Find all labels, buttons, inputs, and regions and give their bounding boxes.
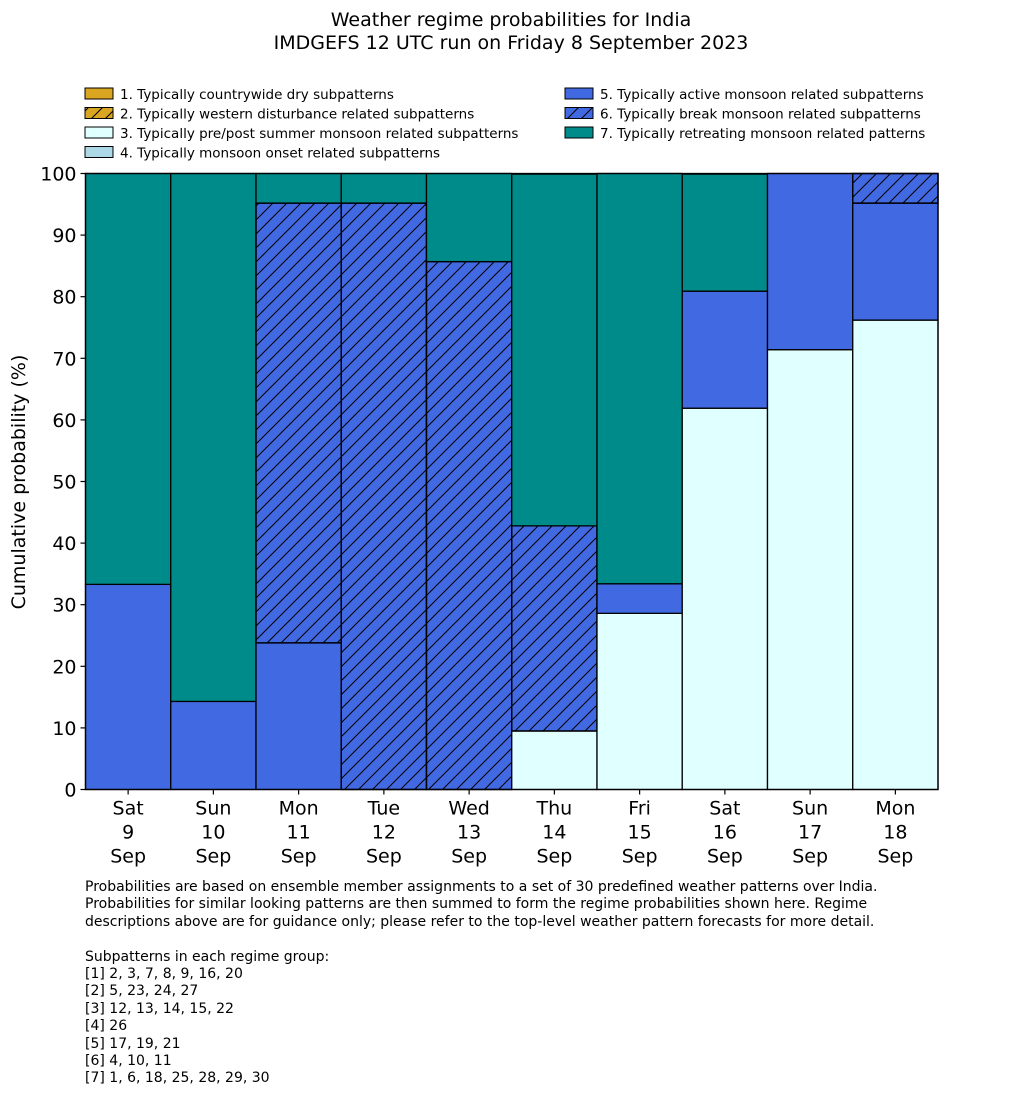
regime-probability-chart: Weather regime probabilities for India I… [8,9,939,868]
x-tick-label: Sat 16 Sep [707,798,743,868]
bar-segment-hatch [255,202,342,644]
legend-swatch [84,87,114,100]
bars [84,172,939,791]
legend-swatch [564,87,594,100]
x-tick-label: Sun 17 Sep [792,798,828,868]
group-line-5: [5] 17, 19, 21 [85,1035,181,1052]
bar-segment [766,172,854,351]
bar-segment [596,583,683,614]
legend-swatch [84,126,114,139]
y-tick-label: 10 [52,718,76,740]
y-tick-label: 0 [64,780,76,802]
legend-swatch-hatch [84,107,114,119]
x-tick-label: Wed 13 Sep [448,798,489,868]
y-axis: 0 10 20 30 40 50 60 70 80 90 100 [40,164,86,802]
bar-segment-hatch [425,260,513,791]
x-tick-label: Sun 10 Sep [195,798,231,868]
y-tick-label: 30 [52,595,76,617]
bar-segment-hatch [340,202,428,791]
legend-swatch [84,146,114,158]
bar-segment [170,700,257,791]
bar-segment [511,173,598,527]
groups-heading: Subpatterns in each regime group: [85,948,330,965]
group-line-7: [7] 1, 6, 18, 25, 28, 29, 30 [85,1070,270,1087]
group-line-1: [1] 2, 3, 7, 8, 9, 16, 20 [85,966,243,983]
bar-segment [852,319,939,791]
legend-label: 2. Typically western disturbance related… [120,107,474,123]
notes-block: Probabilities are based on ensemble memb… [85,879,877,1088]
bar-segment [340,172,428,204]
legend: 1. Typically countrywide dry subpatterns… [84,87,925,162]
legend-swatch [564,126,594,139]
x-tick-label: Tue 12 Sep [366,798,402,868]
y-tick-label: 20 [52,656,76,678]
note-line-3: descriptions above are for guidance only… [85,913,875,930]
y-tick-label: 40 [52,533,76,555]
x-tick-label: Sat 9 Sep [110,798,146,868]
y-tick-label: 90 [52,225,76,247]
bar-segment [255,172,342,204]
chart-subtitle: IMDGEFS 12 UTC run on Friday 8 September… [274,32,749,54]
x-axis: Sat 9 Sep Sun 10 Sep Mon 11 Sep Tue 12 Sep Wed 13 Sep T… [110,789,915,868]
y-tick-label: 70 [52,348,76,370]
group-line-3: [3] 12, 13, 14, 15, 22 [85,1000,234,1017]
x-tick-label: Mon 11 Sep [279,798,319,868]
legend-label: 1. Typically countrywide dry subpatterns [120,87,394,103]
note-line-1: Probabilities are based on ensemble memb… [85,879,878,895]
note-line-2: Probabilities for similar looking patter… [85,896,868,913]
legend-swatch-hatch [564,107,594,119]
bar-segment [255,642,342,791]
x-tick-label: Fri 15 Sep [622,798,658,868]
group-line-6: [6] 4, 10, 11 [85,1053,172,1070]
bar-segment-hatch [852,172,939,204]
bar-segment [511,730,598,791]
group-line-2: [2] 5, 23, 24, 27 [85,983,199,1000]
y-tick-label: 50 [52,472,76,494]
legend-label: 4. Typically monsoon onset related subpa… [120,146,440,162]
bar-segment [596,172,683,585]
bar-segment [766,349,854,791]
bar-segment [84,172,172,586]
bar-segment [170,172,257,703]
plot-frame [84,172,939,791]
bar-segment [852,202,939,321]
legend-label: 7. Typically retreating monsoon related … [600,126,925,142]
bar-segment [425,172,513,263]
group-line-4: [4] 26 [85,1018,128,1035]
bar-segment [84,583,172,791]
y-tick-label: 100 [40,164,76,186]
bar-segment [681,173,769,292]
chart-title: Weather regime probabilities for India [331,9,692,31]
legend-label: 5. Typically active monsoon related subp… [600,87,924,103]
legend-label: 6. Typically break monsoon related subpa… [600,107,921,123]
x-tick-label: Thu 14 Sep [536,798,573,868]
y-tick-label: 80 [52,287,76,309]
legend-label: 3. Typically pre/post summer monsoon rel… [120,126,518,142]
bar-segment-hatch [511,525,598,732]
y-axis-label: Cumulative probability (%) [8,355,30,610]
x-tick-label: Mon 18 Sep [875,798,915,868]
bar-segment [681,290,769,409]
bar-segment [596,612,683,791]
y-tick-label: 60 [52,410,76,432]
bar-segment [681,407,769,791]
